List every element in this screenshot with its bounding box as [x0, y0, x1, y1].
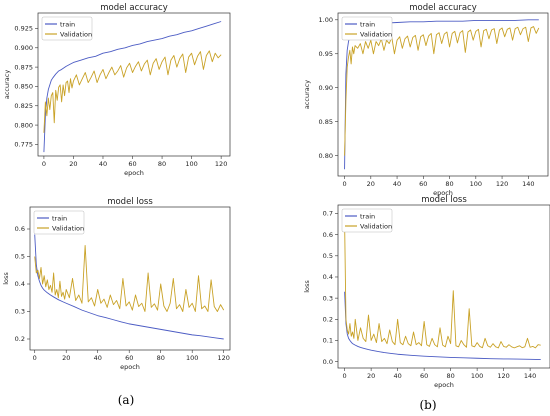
panel-label-a: (a) — [118, 393, 135, 407]
y-tick-label: 0.5 — [15, 253, 25, 261]
loss-chart-b: 0 20 40 60 80 100 120 140 0.0 0.1 0.2 0.3 0.4 0.5 0.6 0… — [303, 195, 550, 389]
x-tick-label: 20 — [367, 372, 375, 380]
legend-label-train: train — [52, 214, 67, 222]
x-tick-label: 120 — [217, 354, 229, 362]
legend-label-validation: Validation — [52, 224, 84, 232]
x-axis-label: epoch — [433, 189, 453, 197]
y-tick-label: 0.900 — [14, 44, 33, 52]
x-tick-label: 80 — [158, 160, 166, 168]
y-tick-label: 0.5 — [323, 252, 333, 260]
plot-frame — [337, 12, 549, 177]
x-tick-label: 20 — [69, 160, 77, 168]
x-axis-label: epoch — [120, 363, 140, 371]
x-tick-label: 0 — [343, 372, 347, 380]
x-tick-label: 100 — [470, 180, 482, 188]
y-tick-label: 0.3 — [15, 308, 25, 316]
legend-label-validation: Validation — [360, 30, 392, 38]
x-tick-label: 140 — [522, 180, 534, 188]
y-tick-label: 0.2 — [15, 335, 25, 343]
x-tick-label: 120 — [215, 160, 227, 168]
series-line-train — [344, 291, 541, 360]
y-tick-label: 0.6 — [323, 231, 333, 239]
x-tick-label: 20 — [367, 180, 375, 188]
panel-label-b: (b) — [419, 398, 436, 412]
x-tick-label: 120 — [497, 372, 509, 380]
y-tick-label: 0.7 — [323, 210, 333, 218]
series-line-validation — [43, 50, 222, 133]
x-tick-label: 100 — [471, 372, 483, 380]
y-tick-label: 0.2 — [323, 316, 333, 324]
x-tick-label: 40 — [393, 180, 401, 188]
series-line-train — [34, 234, 224, 340]
chart-title: model accuracy — [100, 3, 168, 13]
x-tick-label: 60 — [420, 372, 428, 380]
x-tick-label: 100 — [185, 160, 197, 168]
x-tick-label: 100 — [186, 354, 198, 362]
series-line-train — [43, 21, 222, 153]
legend-label-train: train — [360, 212, 375, 220]
plot-frame — [337, 204, 550, 369]
y-tick-label: 0.85 — [319, 118, 333, 126]
x-tick-label: 60 — [125, 354, 133, 362]
x-tick-label: 80 — [446, 372, 454, 380]
y-tick-label: 0.95 — [319, 50, 333, 58]
y-tick-label: 0.6 — [15, 225, 25, 233]
y-tick-label: 0.90 — [319, 84, 333, 92]
y-tick-label: 0.850 — [14, 83, 33, 91]
legend-label-validation: Validation — [360, 222, 392, 230]
x-tick-label: 140 — [524, 372, 536, 380]
y-tick-label: 0.4 — [15, 280, 25, 288]
y-tick-label: 0.775 — [14, 141, 33, 149]
x-tick-label: 40 — [94, 354, 102, 362]
chart-title: model accuracy — [409, 3, 477, 13]
chart-title: model loss — [421, 195, 467, 205]
accuracy-chart-b: 0 20 40 60 80 100 120 140 0.80 0.85 0.90 0.95 1.00 mo… — [303, 3, 549, 197]
x-axis-label: epoch — [124, 169, 144, 177]
y-tick-label: 0.4 — [323, 273, 333, 281]
plot-frame — [29, 206, 231, 351]
plot-frame — [37, 12, 231, 157]
x-tick-label: 60 — [419, 180, 427, 188]
x-tick-label: 40 — [99, 160, 107, 168]
accuracy-chart-a: 0 20 40 60 80 100 120 0.775 0.800 0.825 0.850 0.875… — [3, 3, 231, 177]
x-tick-label: 80 — [445, 180, 453, 188]
y-axis-label: accuracy — [303, 80, 311, 109]
y-tick-label: 1.00 — [319, 16, 333, 24]
series-line-validation — [34, 245, 225, 312]
x-tick-label: 0 — [342, 180, 346, 188]
legend-label-train: train — [60, 20, 75, 28]
legend-label-train: train — [360, 20, 375, 28]
y-tick-label: 0.0 — [323, 358, 333, 366]
y-tick-label: 0.925 — [14, 25, 33, 33]
x-tick-label: 80 — [157, 354, 165, 362]
x-tick-label: 0 — [42, 160, 46, 168]
y-tick-label: 0.800 — [14, 121, 33, 129]
y-tick-label: 0.825 — [14, 102, 33, 110]
y-axis-label: accuracy — [3, 70, 11, 99]
y-axis-label: loss — [303, 280, 311, 293]
series-line-validation — [344, 26, 540, 156]
x-tick-label: 20 — [62, 354, 70, 362]
legend-label-validation: Validation — [60, 30, 92, 38]
x-tick-label: 60 — [128, 160, 136, 168]
x-tick-label: 120 — [496, 180, 508, 188]
y-tick-label: 0.3 — [323, 294, 333, 302]
x-tick-label: 0 — [33, 354, 37, 362]
x-axis-label: epoch — [434, 381, 454, 389]
x-tick-label: 40 — [393, 372, 401, 380]
chart-title: model loss — [107, 197, 153, 207]
y-tick-label: 0.80 — [319, 152, 333, 160]
series-line-validation — [344, 224, 541, 349]
y-axis-label: loss — [2, 272, 10, 285]
y-tick-label: 0.1 — [323, 337, 333, 345]
loss-chart-a: 0 20 40 60 80 100 120 0.2 0.3 0.4 0.5 0.6 model loss… — [2, 197, 231, 371]
y-tick-label: 0.875 — [14, 63, 33, 71]
